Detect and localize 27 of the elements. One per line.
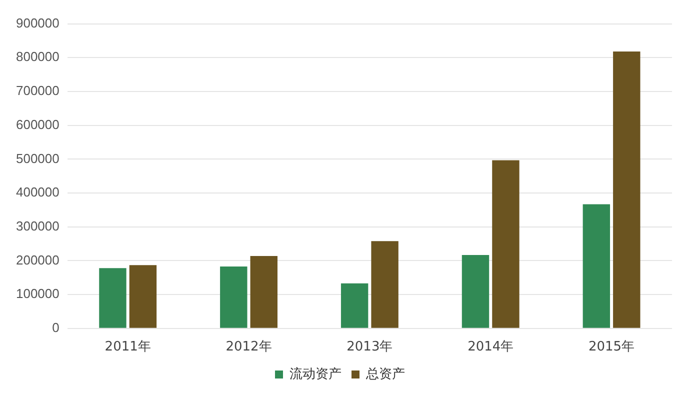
bar bbox=[99, 268, 126, 328]
bar bbox=[492, 160, 520, 328]
x-tick-label: 2012年 bbox=[226, 340, 272, 355]
legend-label: 流动资产 bbox=[290, 366, 342, 382]
bar bbox=[613, 52, 640, 328]
legend-label: 总资产 bbox=[365, 366, 405, 382]
x-tick-label: 2013年 bbox=[346, 340, 393, 355]
bar bbox=[220, 266, 248, 328]
bar bbox=[129, 265, 157, 328]
bar bbox=[250, 256, 278, 328]
y-tick-label: 200000 bbox=[16, 252, 60, 268]
bar bbox=[582, 204, 610, 328]
y-tick-label: 100000 bbox=[16, 286, 60, 302]
y-tick-label: 900000 bbox=[16, 15, 60, 30]
y-tick-label: 800000 bbox=[16, 49, 60, 64]
x-tick-label: 2014年 bbox=[468, 340, 514, 355]
bar bbox=[371, 241, 398, 328]
bar bbox=[340, 283, 368, 328]
x-tick-label: 2015年 bbox=[588, 340, 635, 355]
y-tick-label: 0 bbox=[52, 320, 60, 335]
y-tick-label: 500000 bbox=[16, 150, 60, 166]
bar bbox=[462, 254, 490, 328]
y-tick-label: 600000 bbox=[16, 116, 60, 132]
y-tick-label: 400000 bbox=[16, 184, 60, 200]
y-tick-label: 300000 bbox=[16, 218, 60, 234]
y-tick-label: 700000 bbox=[16, 83, 60, 98]
x-tick-label: 2011年 bbox=[104, 340, 151, 355]
